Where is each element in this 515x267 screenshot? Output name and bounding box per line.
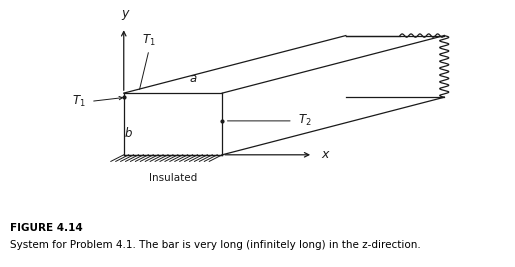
Polygon shape: [222, 36, 444, 155]
Text: Insulated: Insulated: [149, 173, 197, 183]
Text: $T_1$: $T_1$: [72, 94, 86, 109]
Polygon shape: [124, 36, 444, 93]
Text: System for Problem 4.1. The bar is very long (infinitely long) in the z-directio: System for Problem 4.1. The bar is very …: [10, 240, 421, 250]
Text: $b$: $b$: [124, 126, 133, 140]
Text: $T_1$: $T_1$: [142, 33, 156, 48]
Text: $y$: $y$: [122, 8, 131, 22]
Polygon shape: [124, 93, 222, 155]
Text: $T_2$: $T_2$: [298, 113, 312, 128]
Text: FIGURE 4.14: FIGURE 4.14: [10, 223, 83, 233]
Text: $x$: $x$: [320, 148, 331, 161]
Text: $a$: $a$: [189, 72, 197, 85]
